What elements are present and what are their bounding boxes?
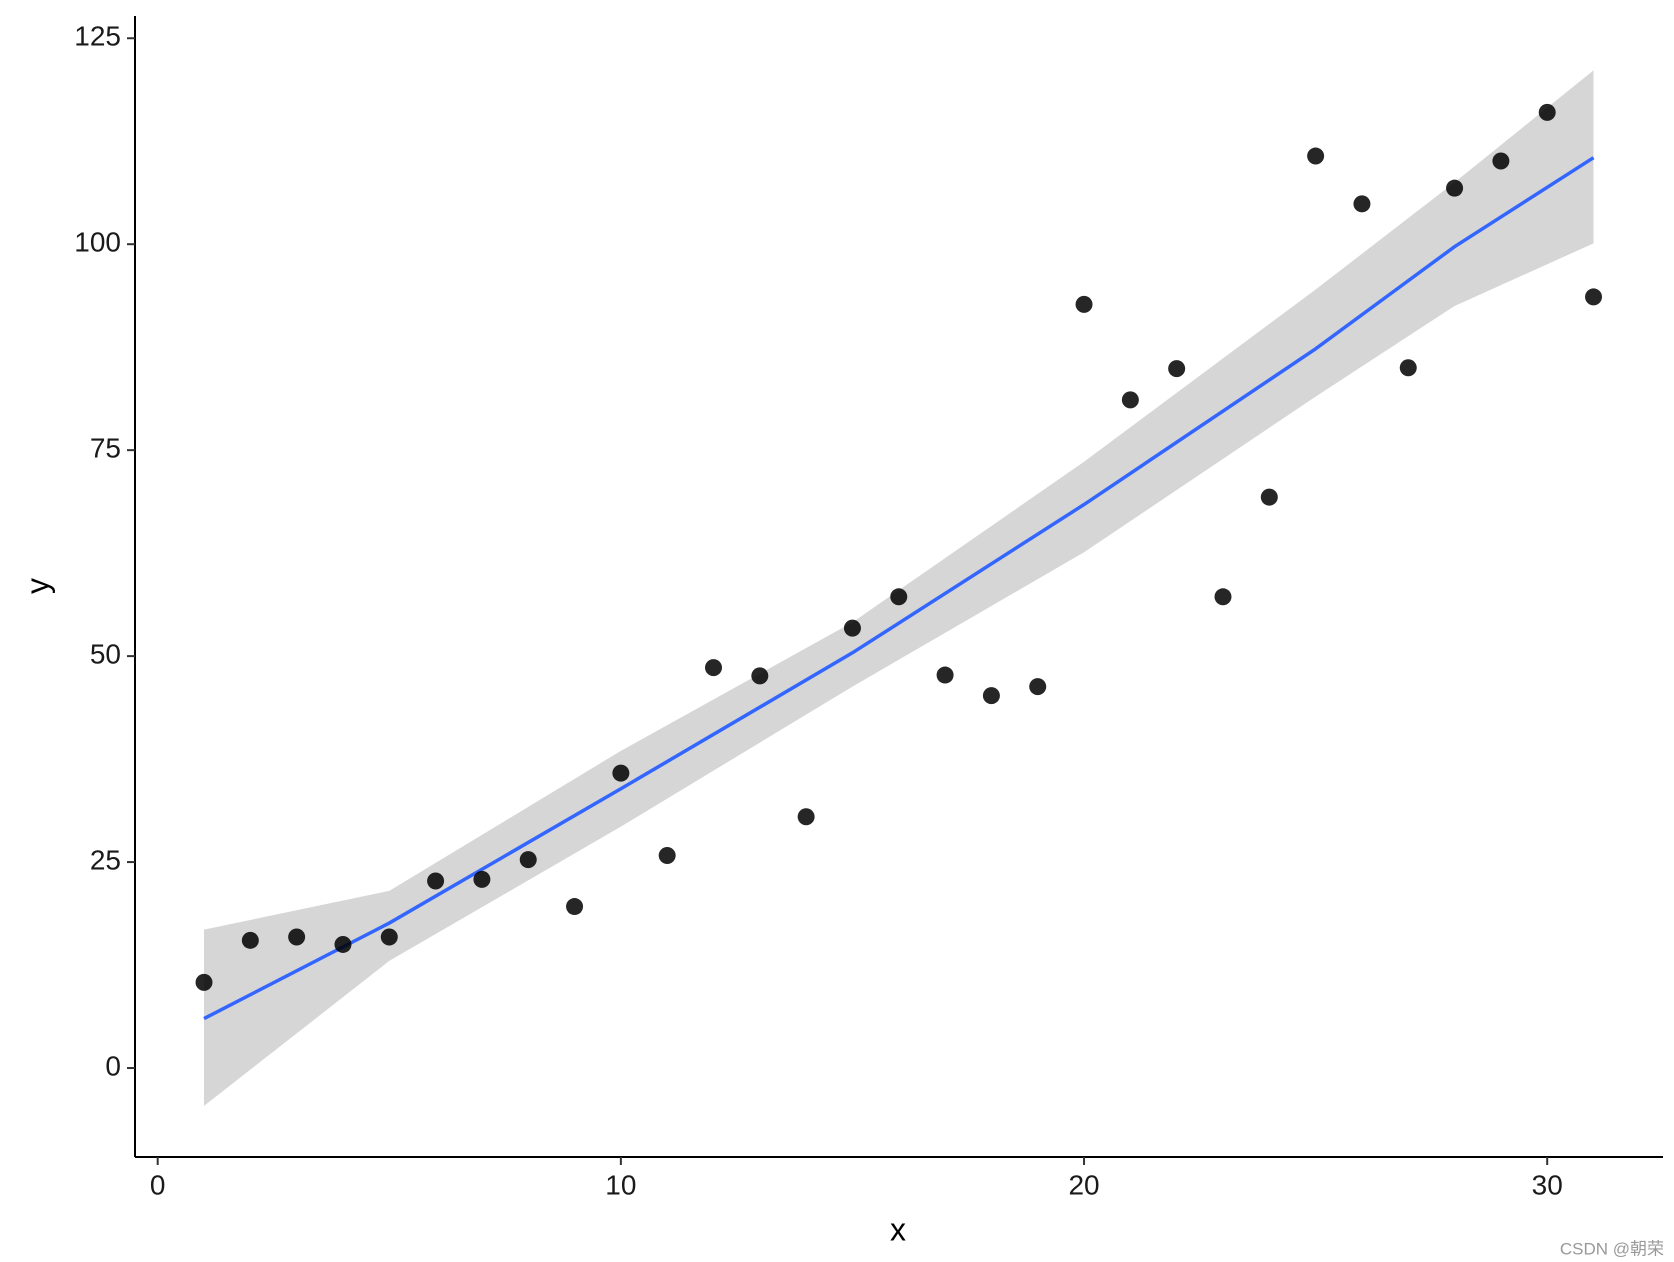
point — [1446, 179, 1464, 197]
point — [797, 808, 815, 826]
y-tick-label: 100 — [74, 227, 121, 258]
point — [890, 588, 908, 606]
x-axis-title: x — [890, 1211, 906, 1247]
point — [1029, 678, 1047, 696]
y-tick-label: 125 — [74, 21, 121, 52]
point — [843, 619, 861, 637]
point — [1492, 152, 1510, 170]
point — [1399, 359, 1417, 377]
y-tick-label: 75 — [90, 433, 121, 464]
watermark: CSDN @朝荣 — [1560, 1239, 1664, 1258]
confidence-band — [204, 70, 1594, 1106]
point — [982, 687, 1000, 705]
x-tick-label: 20 — [1068, 1169, 1099, 1200]
point — [473, 870, 491, 888]
point — [612, 764, 630, 782]
point — [1260, 488, 1278, 506]
y-axis-title: y — [19, 578, 55, 594]
point — [566, 898, 584, 916]
point — [1353, 195, 1371, 213]
point — [241, 931, 259, 949]
y-tick-label: 0 — [105, 1050, 121, 1081]
point — [1214, 588, 1232, 606]
point — [1585, 288, 1603, 306]
point — [1075, 295, 1093, 313]
point — [658, 846, 676, 864]
point — [1538, 103, 1556, 121]
point — [427, 872, 445, 890]
point — [519, 851, 537, 869]
point — [288, 928, 306, 946]
point — [334, 935, 352, 953]
y-tick-label: 25 — [90, 844, 121, 875]
point — [380, 928, 398, 946]
x-tick-label: 0 — [150, 1169, 166, 1200]
point — [751, 667, 769, 685]
point — [1307, 147, 1325, 165]
point — [936, 666, 954, 684]
point — [1121, 391, 1139, 409]
x-tick-label: 10 — [605, 1169, 636, 1200]
point — [705, 659, 723, 677]
y-tick-label: 50 — [90, 639, 121, 670]
fit-line — [203, 156, 1595, 1021]
point — [195, 973, 213, 991]
x-tick-label: 30 — [1532, 1169, 1563, 1200]
point — [1168, 360, 1186, 378]
